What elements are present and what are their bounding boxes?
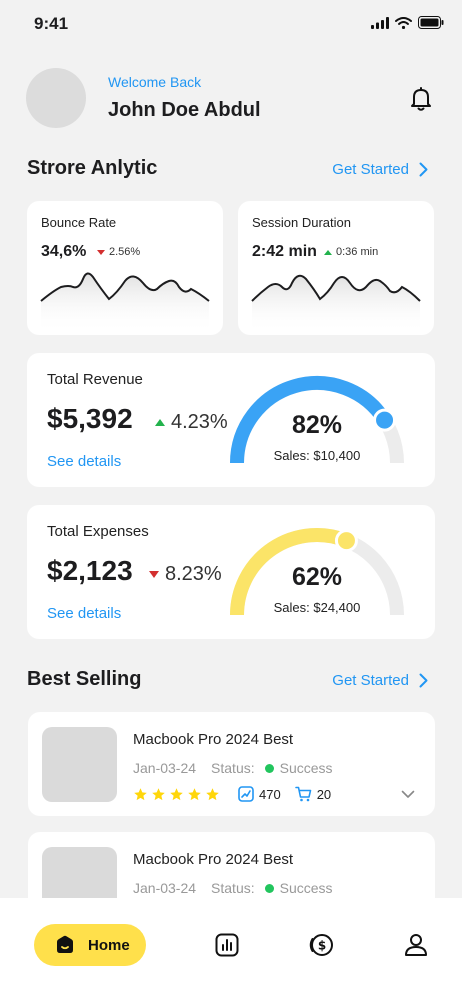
chevron-right-icon <box>419 162 428 177</box>
rating-stars <box>133 787 220 802</box>
trend-down-icon <box>97 249 105 255</box>
bell-icon[interactable] <box>408 86 434 112</box>
bounce-rate-title: Bounce Rate <box>41 215 117 230</box>
battery-icon <box>418 16 444 29</box>
total-expenses-change: 8.23% <box>149 563 222 586</box>
gauge-knob <box>373 408 397 432</box>
profile-icon[interactable] <box>404 933 428 957</box>
bounce-rate-value: 34,6% <box>41 243 87 260</box>
revenue-gauge <box>230 376 404 464</box>
star-icon <box>134 787 147 800</box>
star-icon <box>170 787 183 800</box>
product-cart: 20 <box>294 786 332 802</box>
product-date: Jan-03-24 <box>133 760 197 776</box>
product-name: Macbook Pro 2024 Best <box>133 731 294 748</box>
total-expenses-card[interactable]: Total Expenses $2,123 8.23% See details … <box>27 505 435 639</box>
revenue-gauge-sales: Sales: $10,400 <box>273 448 361 463</box>
gauge-fill <box>230 528 350 616</box>
status-time: 9:41 <box>34 14 69 33</box>
home-icon <box>57 935 73 953</box>
gauge-knob <box>334 529 358 553</box>
bounce-rate-card[interactable]: Bounce Rate 34,6% 2.56% <box>27 201 223 335</box>
star-icon <box>188 787 201 800</box>
status-dot <box>264 883 274 893</box>
product-status: Success <box>279 880 333 896</box>
total-revenue-value: $5,392 <box>47 403 133 434</box>
total-revenue-change: 4.23% <box>155 411 228 434</box>
product-views-count: 470 <box>259 786 281 802</box>
status-dot <box>264 763 274 773</box>
trend-down-icon <box>149 571 159 578</box>
status-icons <box>371 16 444 29</box>
product-thumbnail <box>42 727 117 802</box>
trend-up-icon <box>155 419 165 426</box>
signal-icon <box>371 16 389 29</box>
total-expenses-value: $2,123 <box>47 555 133 586</box>
total-revenue-title: Total Revenue <box>47 371 143 388</box>
session-duration-sparkline <box>251 274 421 333</box>
trend-up-icon <box>324 249 332 255</box>
product-meta: Jan-03-24 Status: Success <box>133 760 333 776</box>
analytics-link-label: Get Started <box>332 161 409 178</box>
gauge-fill <box>230 376 391 464</box>
bounce-rate-change: 2.56% <box>97 246 140 258</box>
total-revenue-card[interactable]: Total Revenue $5,392 4.23% See details 8… <box>27 353 435 487</box>
best-selling-link-label: Get Started <box>332 672 409 689</box>
avatar[interactable] <box>26 68 86 128</box>
session-duration-value: 2:42 min <box>252 243 317 260</box>
best-selling-get-started-link[interactable]: Get Started <box>332 672 428 689</box>
total-expenses-change-value: 8.23% <box>165 563 222 585</box>
welcome-text: Welcome Back <box>108 74 202 90</box>
revenue-see-details-link[interactable]: See details <box>47 453 122 470</box>
session-duration-change-value: 0:36 min <box>336 246 379 258</box>
product-date: Jan-03-24 <box>133 880 197 896</box>
product-meta: Jan-03-24 Status: Success <box>133 880 333 896</box>
product-name: Macbook Pro 2024 Best <box>133 851 294 868</box>
analytics-icon <box>238 786 254 802</box>
expenses-gauge-percent: 62% <box>291 563 343 591</box>
product-stats: 470 20 <box>133 786 345 802</box>
analytics-title: Strore Anlytic <box>27 157 158 179</box>
expenses-gauge-sales: Sales: $24,400 <box>273 600 361 615</box>
nav-home-label: Home <box>88 936 130 954</box>
chevron-down-icon[interactable] <box>401 790 415 799</box>
star-icon <box>152 787 165 800</box>
session-duration-card[interactable]: Session Duration 2:42 min 0:36 min <box>238 201 434 335</box>
bounce-rate-change-value: 2.56% <box>109 246 141 258</box>
chart-icon[interactable] <box>215 933 239 957</box>
session-duration-change: 0:36 min <box>324 246 378 258</box>
session-duration-title: Session Duration <box>252 215 351 230</box>
total-expenses-title: Total Expenses <box>47 523 149 540</box>
product-card[interactable]: Macbook Pro 2024 Best Jan-03-24 Status: … <box>28 712 435 816</box>
expenses-gauge <box>230 528 404 616</box>
status-bar: 9:41 <box>0 0 462 50</box>
expenses-see-details-link[interactable]: See details <box>47 605 122 622</box>
product-cart-count: 20 <box>316 786 332 802</box>
product-status-label: Status: <box>211 760 255 776</box>
chevron-right-icon <box>419 673 428 688</box>
product-status-label: Status: <box>211 880 255 896</box>
total-revenue-change-value: 4.23% <box>171 411 228 433</box>
svg-text:$: $ <box>318 939 326 953</box>
user-name: John Doe Abdul <box>108 99 261 121</box>
bounce-rate-sparkline <box>40 272 210 333</box>
product-views: 470 <box>238 786 281 802</box>
revenue-gauge-percent: 82% <box>291 411 343 439</box>
best-selling-title: Best Selling <box>27 668 142 690</box>
cart-icon <box>294 786 312 802</box>
star-icon <box>206 787 219 800</box>
analytics-get-started-link[interactable]: Get Started <box>332 161 428 178</box>
product-status: Success <box>279 760 333 776</box>
bottom-nav: Home $ <box>0 898 462 1000</box>
coin-icon[interactable]: $ <box>308 933 334 957</box>
wifi-icon <box>395 16 412 29</box>
nav-home[interactable]: Home <box>34 924 146 966</box>
